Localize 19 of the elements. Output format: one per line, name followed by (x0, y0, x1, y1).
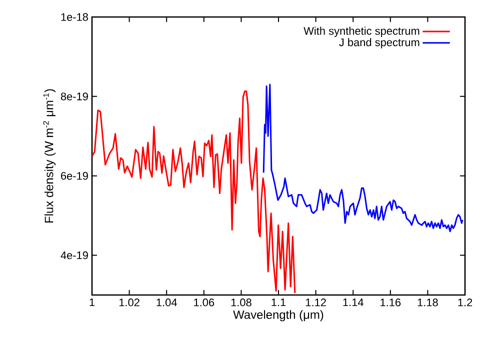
x-tick-label: 1.04 (156, 298, 177, 306)
x-tick-label: 1.12 (306, 298, 326, 306)
y-tick-label: 4e-19 (60, 251, 88, 260)
x-tick-label: 1 (90, 298, 95, 306)
x-axis-title: Wavelength (μm) (233, 310, 324, 322)
x-tick-label: 1.2 (458, 298, 472, 306)
legend-label: J band spectrum (339, 38, 420, 48)
legend-label: With synthetic spectrum (304, 26, 420, 37)
x-tick-label: 1.18 (418, 298, 438, 306)
y-tick-label: 8e-19 (60, 92, 88, 100)
y-tick-label: 1e-18 (61, 13, 88, 21)
x-tick-label: 1.16 (380, 298, 401, 306)
y-tick-label: 6e-19 (61, 172, 88, 180)
x-tick-label: 1.06 (194, 298, 214, 306)
x-tick-label: 1.08 (231, 298, 252, 306)
x-tick-label: 1.1 (272, 298, 286, 306)
x-tick-label: 1.14 (343, 298, 364, 306)
x-tick-label: 1.02 (119, 298, 140, 306)
y-axis-title: Flux density (W m$^{-2}$ μm$^{-1}$) (43, 89, 56, 223)
